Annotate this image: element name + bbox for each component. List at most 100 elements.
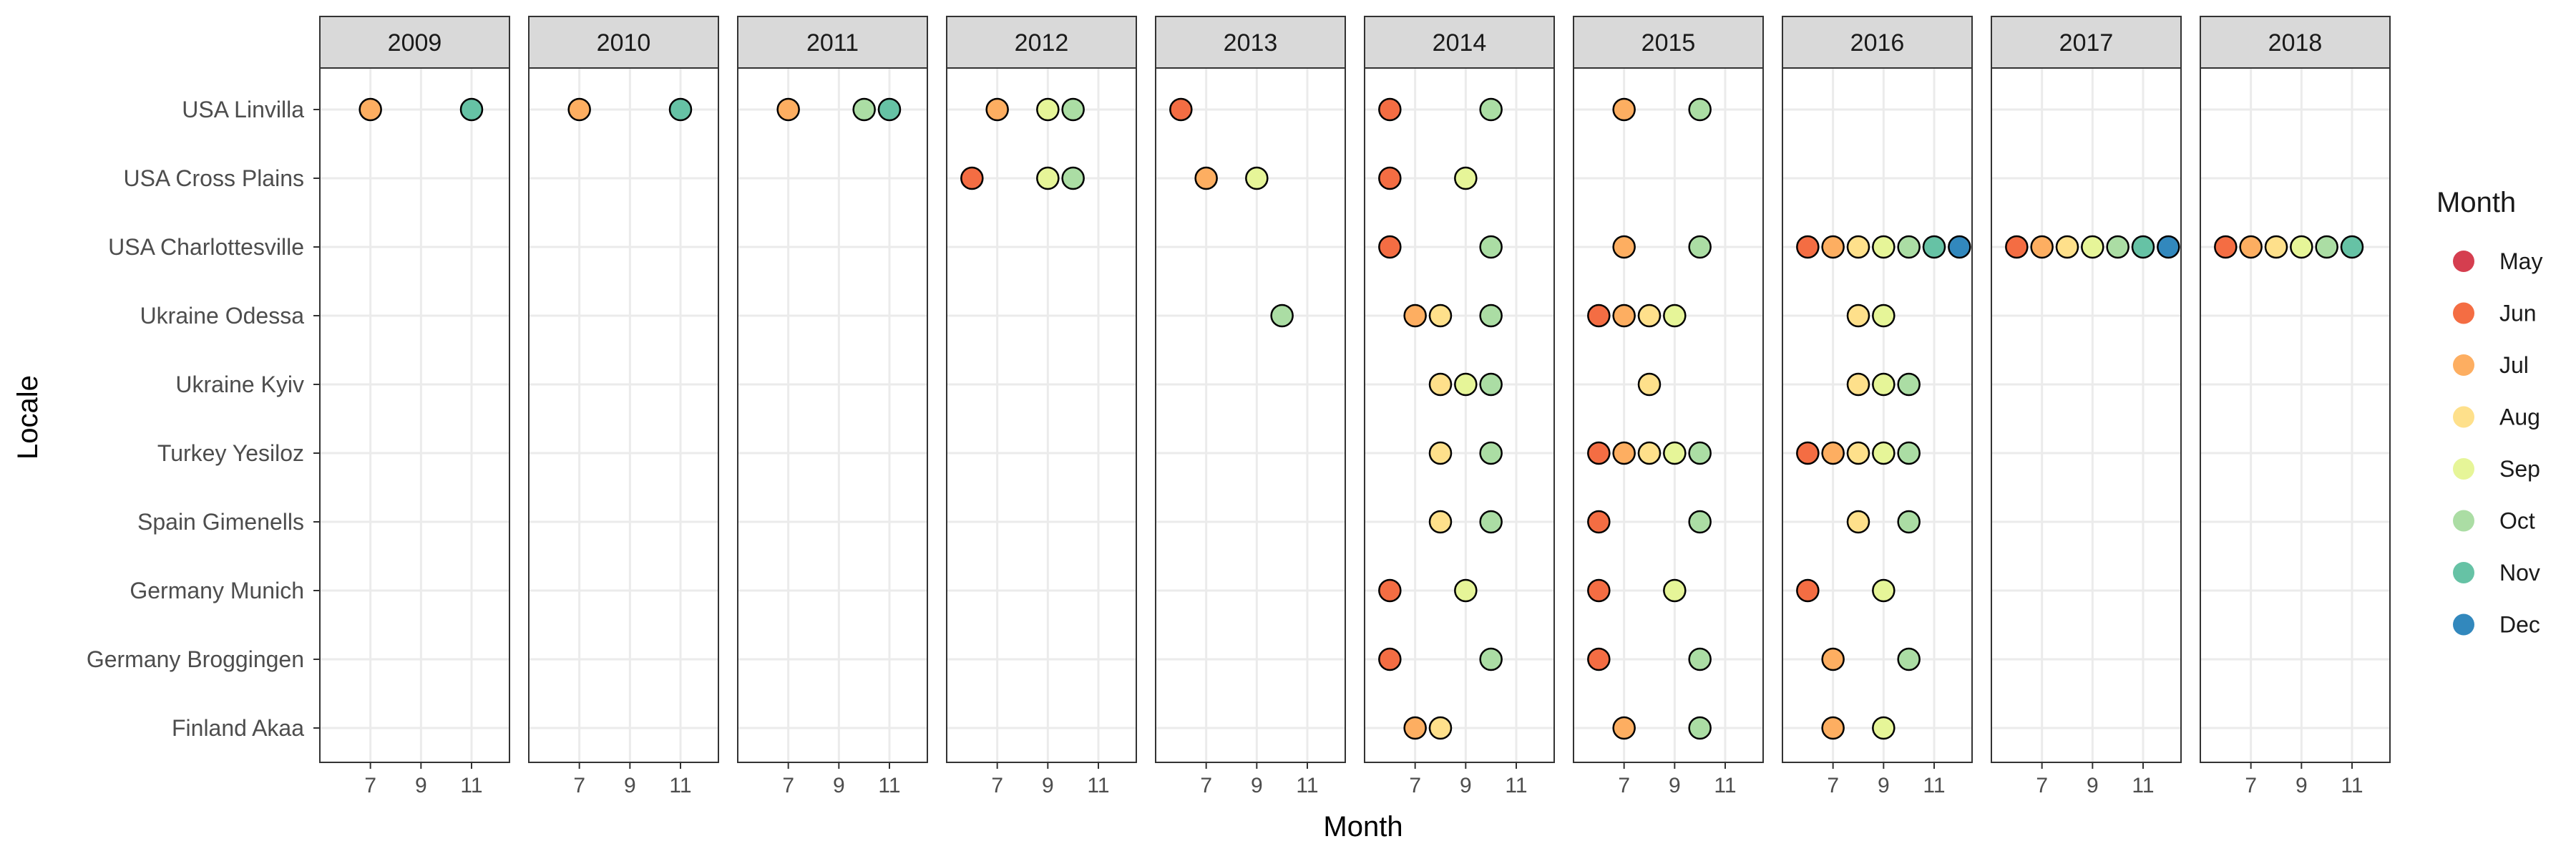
data-point bbox=[1688, 510, 1712, 534]
data-point bbox=[1846, 235, 1870, 259]
x-tick-label: 9 bbox=[2296, 774, 2308, 797]
x-tick-label: 11 bbox=[2132, 774, 2154, 797]
data-point bbox=[1061, 166, 1085, 190]
data-point bbox=[1479, 304, 1503, 328]
data-point bbox=[1587, 647, 1611, 671]
facet-strip-label: 2017 bbox=[2059, 29, 2114, 57]
data-point bbox=[1612, 304, 1636, 328]
facet-strip bbox=[528, 16, 719, 69]
data-point bbox=[1637, 441, 1662, 465]
facet-strip-label: 2011 bbox=[806, 29, 859, 57]
data-point bbox=[1796, 441, 1820, 465]
x-tick-label: 11 bbox=[669, 774, 691, 797]
x-tick-label: 7 bbox=[1827, 774, 1839, 797]
facet-strip bbox=[946, 16, 1137, 69]
x-tick-label: 9 bbox=[1878, 774, 1890, 797]
legend-title: Month bbox=[2436, 187, 2516, 218]
facet-strip bbox=[1573, 16, 1764, 69]
x-tick-label: 9 bbox=[624, 774, 636, 797]
data-point bbox=[1872, 304, 1896, 328]
data-point bbox=[1821, 235, 1845, 259]
facet-panel-2017: 2017 7 9 11 bbox=[1991, 16, 2182, 797]
data-point bbox=[1479, 97, 1503, 122]
panel-background bbox=[1574, 68, 1763, 762]
data-point bbox=[2131, 235, 2155, 259]
facet-panel-2014: 2014 7 9 11 bbox=[1364, 16, 1555, 797]
data-point bbox=[985, 97, 1009, 122]
data-point bbox=[1454, 578, 1478, 603]
data-point bbox=[1378, 235, 1402, 259]
data-point bbox=[1688, 235, 1712, 259]
data-point bbox=[1897, 647, 1921, 671]
x-tick-label: 7 bbox=[1200, 774, 1212, 797]
y-tick-label: Ukraine Kyiv bbox=[175, 372, 304, 397]
data-point bbox=[1846, 510, 1870, 534]
data-point bbox=[1587, 578, 1611, 603]
x-tick-label: 7 bbox=[364, 774, 376, 797]
y-tick-label: Finland Akaa bbox=[172, 715, 304, 741]
data-point bbox=[1846, 441, 1870, 465]
data-point bbox=[1479, 647, 1503, 671]
data-point bbox=[1587, 304, 1611, 328]
facet-panel-2012: 2012 7 9 11 bbox=[946, 16, 1137, 797]
facet-panel-2009: 2009 7 9 11 bbox=[319, 16, 510, 797]
legend-key bbox=[2453, 613, 2474, 636]
facet-strip-label: 2016 bbox=[1850, 29, 1905, 57]
facet-strip bbox=[319, 16, 510, 69]
facet-strip-label: 2010 bbox=[597, 29, 651, 57]
data-point bbox=[2030, 235, 2054, 259]
panel-background bbox=[320, 68, 509, 762]
data-point bbox=[1637, 304, 1662, 328]
data-point bbox=[1663, 441, 1687, 465]
data-point bbox=[2340, 235, 2364, 259]
y-tick-label: Ukraine Odessa bbox=[140, 303, 305, 329]
panel-border bbox=[737, 67, 928, 763]
data-point bbox=[1897, 235, 1921, 259]
data-point bbox=[1872, 235, 1896, 259]
x-tick-label: 7 bbox=[573, 774, 585, 797]
x-tick-label: 11 bbox=[1714, 774, 1736, 797]
x-tick-label: 11 bbox=[878, 774, 900, 797]
legend-key bbox=[2453, 510, 2474, 532]
legend-label: Sep bbox=[2499, 456, 2540, 482]
data-point bbox=[1872, 441, 1896, 465]
data-point bbox=[1403, 716, 1427, 740]
data-point bbox=[1821, 716, 1845, 740]
x-tick-label: 7 bbox=[991, 774, 1003, 797]
facet-strip-label: 2009 bbox=[388, 29, 442, 57]
x-tick-label: 11 bbox=[1923, 774, 1945, 797]
x-tick-label: 11 bbox=[2341, 774, 2363, 797]
data-point bbox=[2264, 235, 2288, 259]
facet-panel-2016: 2016 7 9 11 bbox=[1782, 16, 1973, 797]
y-tick-label: USA Charlottesville bbox=[108, 234, 304, 260]
x-tick-label: 11 bbox=[460, 774, 482, 797]
x-tick-label: 9 bbox=[415, 774, 427, 797]
facet-panel-2013: 2013 7 9 11 bbox=[1155, 16, 1346, 797]
panel-background bbox=[1991, 68, 2181, 762]
data-point bbox=[1169, 97, 1193, 122]
data-point bbox=[2106, 235, 2129, 259]
facet-strip bbox=[737, 16, 928, 69]
data-point bbox=[1061, 97, 1085, 122]
panel-background bbox=[1782, 68, 1972, 762]
data-point bbox=[1479, 372, 1503, 397]
data-point bbox=[1270, 304, 1294, 328]
y-tick-label: Turkey Yesiloz bbox=[157, 440, 304, 466]
data-point bbox=[877, 97, 902, 122]
data-point bbox=[1479, 510, 1503, 534]
data-point bbox=[2239, 235, 2263, 259]
data-point bbox=[1036, 97, 1060, 122]
data-point bbox=[567, 97, 591, 122]
panel-border bbox=[2200, 67, 2391, 763]
data-point bbox=[1479, 235, 1503, 259]
data-point bbox=[1872, 716, 1896, 740]
data-point bbox=[1612, 441, 1636, 465]
data-point bbox=[1948, 235, 1971, 259]
legend-key bbox=[2453, 562, 2474, 583]
data-point bbox=[1194, 166, 1218, 190]
panel-border bbox=[1573, 67, 1764, 763]
panel-background bbox=[2200, 68, 2390, 762]
facet-panel-2011: 2011 7 9 11 bbox=[737, 16, 928, 797]
data-point bbox=[852, 97, 876, 122]
